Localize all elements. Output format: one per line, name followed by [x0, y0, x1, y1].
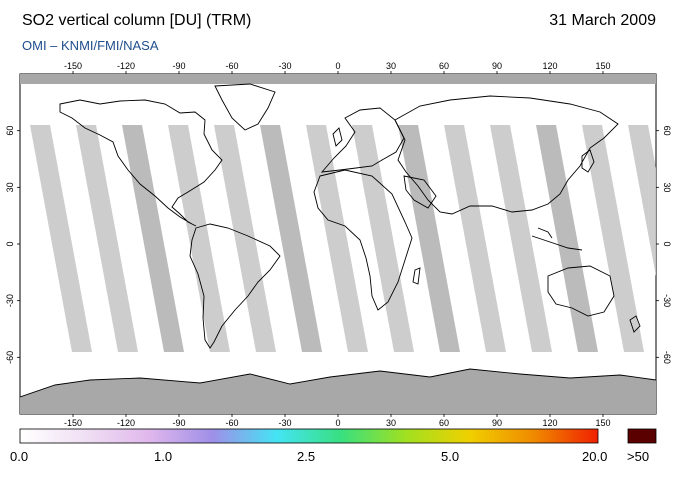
orbit-gap-band — [168, 125, 230, 352]
lon-tick-label: -30 — [278, 61, 291, 71]
lon-tick-label: 60 — [439, 418, 449, 428]
orbit-gap-band — [398, 125, 460, 352]
orbit-gap-band — [628, 125, 656, 277]
lon-tick-label: 0 — [335, 61, 340, 71]
asia-coast — [394, 95, 619, 215]
australia-coast — [547, 265, 615, 317]
orbit-gap-bands — [30, 125, 656, 352]
lon-tick-label: 0 — [335, 418, 340, 428]
japan-coast — [581, 149, 595, 173]
lon-ticks-bottom: -150 -120 -90 -60 -30 0 30 60 90 120 150 — [64, 414, 611, 428]
lat-tick-label: 0 — [5, 241, 15, 246]
lon-tick-label: 150 — [595, 61, 610, 71]
orbit-gap-band — [490, 125, 552, 352]
madagascar-coast — [412, 267, 421, 285]
lon-tick-label: -60 — [225, 61, 238, 71]
orbit-gap-band — [536, 125, 598, 352]
orbit-gap-band — [30, 125, 92, 352]
orbit-gap-band — [260, 125, 322, 352]
lon-tick-label: -90 — [172, 418, 185, 428]
polar-night-north — [20, 74, 656, 84]
lat-tick-label: 60 — [662, 126, 672, 136]
lon-tick-label: 120 — [542, 61, 557, 71]
lat-tick-label: -30 — [662, 294, 672, 307]
lon-tick-label: 90 — [492, 418, 502, 428]
colorbar-overflow — [627, 428, 657, 444]
lon-tick-label: 30 — [386, 61, 396, 71]
lon-tick-label: -60 — [225, 418, 238, 428]
colorbar-overflow-label: >50 — [627, 449, 650, 464]
map-date: 31 March 2009 — [549, 12, 656, 29]
lat-ticks-right: 60 30 0 -30 -60 — [656, 126, 672, 364]
colorbar-scale — [19, 428, 599, 444]
colorbar-label-0: 0.0 — [10, 449, 29, 464]
indonesia-coast — [531, 227, 583, 251]
lon-ticks-top: -150 -120 -90 -60 -30 0 30 60 90 120 150 — [64, 61, 611, 74]
arabia-coast — [403, 175, 437, 209]
orbit-gap-band — [76, 125, 138, 352]
north-america-coast — [59, 99, 223, 227]
lon-tick-label: 90 — [492, 61, 502, 71]
colorbar-label-1: 1.0 — [154, 449, 173, 464]
colorbar-label-2: 2.5 — [297, 449, 316, 464]
coastlines — [20, 83, 656, 398]
colorbar-label-4: 20.0 — [582, 449, 608, 464]
orbit-gap-band — [582, 125, 644, 352]
lon-tick-label: -150 — [64, 418, 82, 428]
lon-tick-label: 150 — [595, 418, 610, 428]
orbit-gap-band — [352, 125, 414, 352]
uk-coast — [332, 127, 343, 147]
south-america-coast — [189, 223, 281, 349]
lon-tick-label: -30 — [278, 418, 291, 428]
lon-tick-label: -90 — [172, 61, 185, 71]
lon-tick-label: 60 — [439, 61, 449, 71]
map-title: SO2 vertical column [DU] (TRM) — [22, 12, 252, 29]
map-credit: OMI – KNMI/FMI/NASA — [22, 38, 159, 53]
lon-tick-label: -150 — [64, 61, 82, 71]
orbit-gap-band — [214, 125, 276, 352]
lat-tick-label: 30 — [5, 182, 15, 192]
orbit-gap-band — [306, 125, 368, 352]
lat-tick-label: 30 — [662, 182, 672, 192]
new-zealand-coast — [629, 315, 641, 333]
lat-tick-label: -60 — [5, 351, 15, 364]
lon-tick-label: -120 — [117, 418, 135, 428]
antarctica-polar-night — [20, 369, 656, 414]
greenland-coast — [214, 83, 276, 131]
lat-tick-label: -30 — [5, 294, 15, 307]
colorbar-label-3: 5.0 — [441, 449, 460, 464]
lon-tick-label: 30 — [386, 418, 396, 428]
lat-tick-label: 0 — [662, 241, 672, 246]
lon-tick-label: -120 — [117, 61, 135, 71]
lon-tick-label: 120 — [542, 418, 557, 428]
colorbar — [19, 428, 657, 444]
lat-tick-label: 60 — [5, 126, 15, 136]
africa-coast — [313, 169, 413, 311]
lat-tick-label: -60 — [662, 351, 672, 364]
orbit-gap-band — [444, 125, 506, 352]
antarctica-coast — [20, 368, 656, 398]
lat-ticks-left: 60 30 0 -30 -60 — [5, 126, 20, 364]
